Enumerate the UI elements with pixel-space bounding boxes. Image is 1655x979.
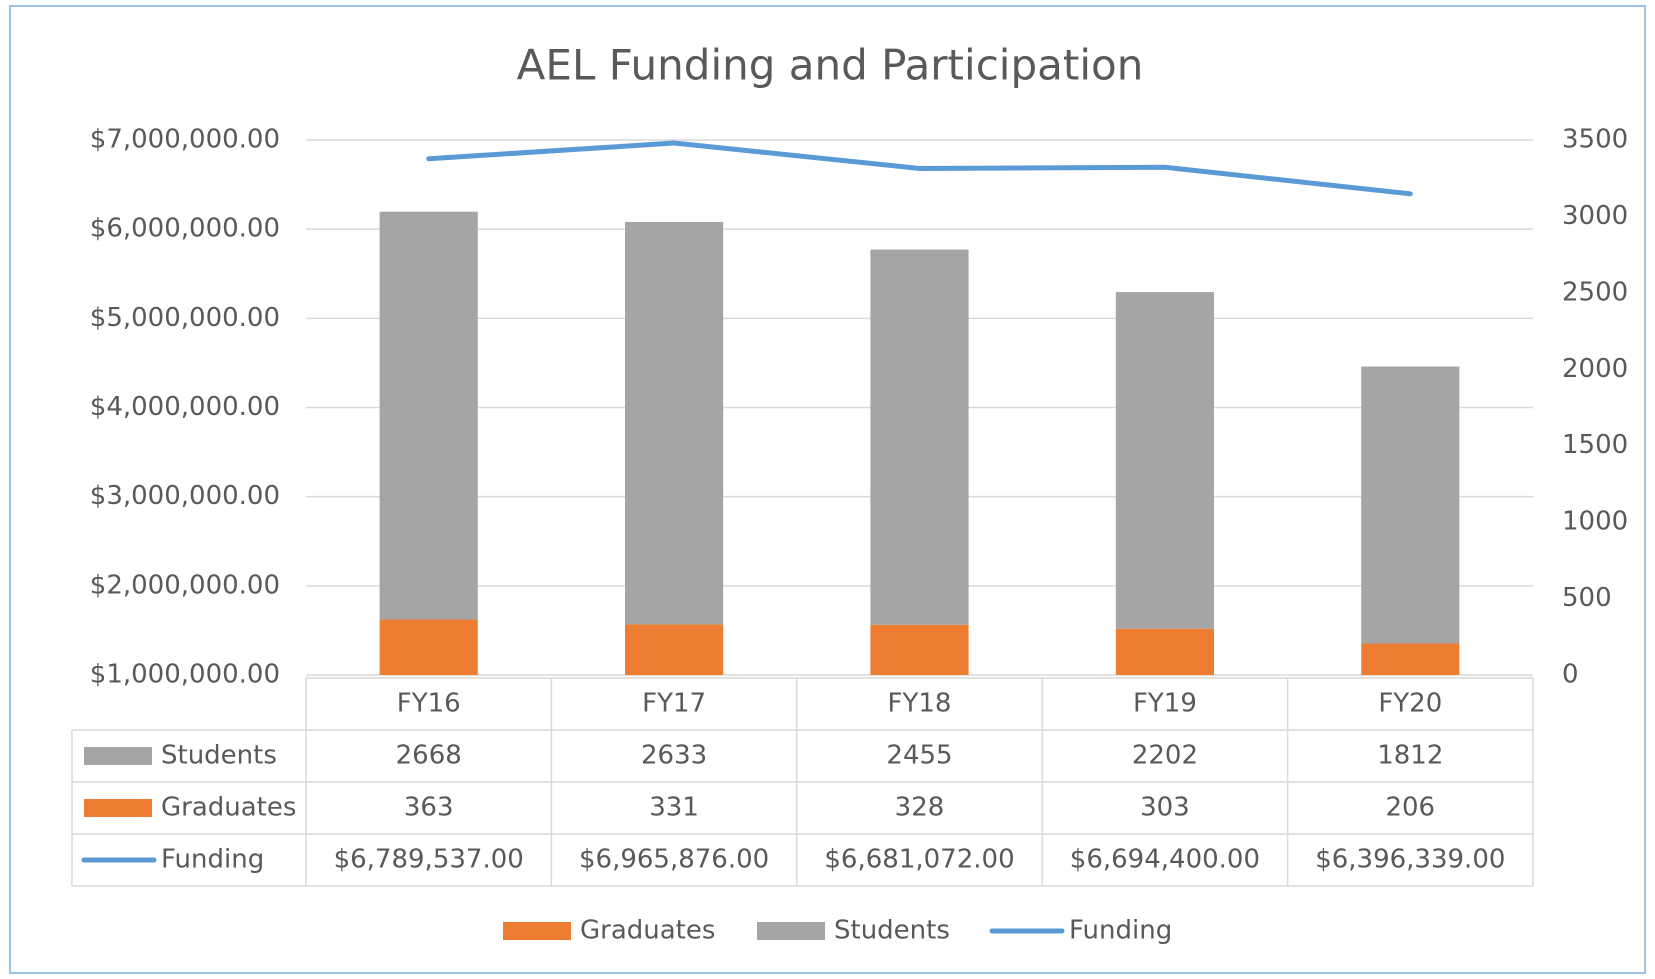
- bar: [1115, 628, 1214, 675]
- y-tick-label: $7,000,000.00: [90, 125, 280, 155]
- table-cell: $6,396,339.00: [1315, 845, 1505, 875]
- table-cell: $6,694,400.00: [1070, 845, 1260, 875]
- table-cell: 363: [404, 793, 454, 823]
- table-key: [84, 799, 152, 817]
- y-tick-label: $1,000,000.00: [90, 660, 280, 690]
- legend-label: Funding: [1069, 916, 1172, 946]
- x-tick-label: FY18: [888, 689, 952, 719]
- legend-key: [503, 922, 571, 940]
- x-tick-label: FY19: [1133, 689, 1197, 719]
- x-tick-label: FY17: [642, 689, 706, 719]
- table-cell: 331: [649, 793, 699, 823]
- bar: [870, 624, 969, 675]
- line: [426, 140, 1413, 197]
- table-row-label: Students: [161, 741, 277, 771]
- table-cell: 2455: [886, 741, 952, 771]
- y2-tick-label: 2000: [1562, 354, 1628, 384]
- y2-tick-label: 500: [1562, 583, 1612, 613]
- table-row-label: Graduates: [161, 793, 296, 823]
- bar: [1361, 366, 1460, 644]
- table-cell: 2668: [396, 741, 462, 771]
- table-cell: 2633: [641, 741, 707, 771]
- bar: [379, 211, 478, 620]
- bar: [1115, 292, 1214, 629]
- y2-tick-label: 3000: [1562, 201, 1628, 231]
- y2-tick-label: 2500: [1562, 277, 1628, 307]
- table-cell: 328: [895, 793, 945, 823]
- bar: [870, 249, 969, 625]
- y2-tick-label: 1500: [1562, 430, 1628, 460]
- table-cell: 303: [1140, 793, 1190, 823]
- bar: [625, 221, 724, 625]
- table-cell: $6,681,072.00: [824, 845, 1014, 875]
- y-tick-label: $6,000,000.00: [90, 214, 280, 244]
- y-tick-label: $2,000,000.00: [90, 570, 280, 600]
- table-cell: 1812: [1377, 741, 1443, 771]
- x-tick-label: FY20: [1378, 689, 1442, 719]
- x-tick-label: FY16: [397, 689, 461, 719]
- y-tick-label: $4,000,000.00: [90, 392, 280, 422]
- table-row-label: Funding: [161, 845, 264, 875]
- table-cell: $6,789,537.00: [334, 845, 524, 875]
- table-cell: 206: [1385, 793, 1435, 823]
- bar: [1361, 643, 1460, 675]
- table-cell: $6,965,876.00: [579, 845, 769, 875]
- bar: [379, 619, 478, 675]
- bar: [625, 624, 724, 675]
- y-tick-label: $3,000,000.00: [90, 481, 280, 511]
- table-key: [84, 747, 152, 765]
- legend-key: [757, 922, 825, 940]
- y2-tick-label: 1000: [1562, 507, 1628, 537]
- legend-label: Graduates: [580, 916, 715, 946]
- legend-label: Students: [834, 916, 950, 946]
- table-cell: 2202: [1132, 741, 1198, 771]
- y-tick-label: $5,000,000.00: [90, 303, 280, 333]
- chart-title: AEL Funding and Participation: [517, 41, 1144, 90]
- y2-tick-label: 3500: [1562, 125, 1628, 155]
- y2-tick-label: 0: [1562, 660, 1579, 690]
